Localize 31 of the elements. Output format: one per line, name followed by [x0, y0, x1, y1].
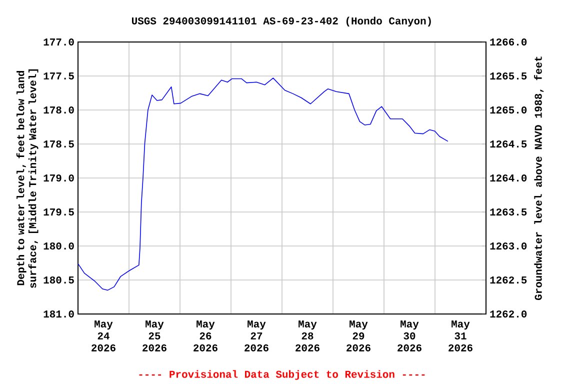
y-tick-label: 179.5	[44, 208, 74, 216]
x-tick-label: May 29 2026	[346, 320, 370, 352]
y-tick-label: 178.0	[44, 106, 74, 114]
y2-tick-label: 1266.0	[490, 38, 527, 46]
y2-tick-label: 1263.0	[490, 242, 527, 250]
y2-tick-label: 1263.5	[490, 208, 527, 216]
x-tick-label: May 24 2026	[92, 320, 116, 352]
y-tick-label: 181.0	[44, 310, 74, 318]
line-series	[78, 78, 448, 291]
y-tick-label: 177.0	[44, 38, 74, 46]
chart-title: USGS 294003099141101 AS-69-23-402 (Hondo Canyon)	[132, 16, 431, 27]
x-tick-label: May 31 2026	[448, 320, 472, 352]
x-tick-label: May 28 2026	[296, 320, 320, 352]
x-tick-label: May 25 2026	[142, 320, 166, 352]
y-tick-label: 180.5	[44, 276, 74, 284]
y-tick-label: 179.0	[44, 174, 74, 182]
y2-tick-label: 1265.0	[490, 106, 527, 114]
text: ---- Provisional Data Subject to Revision ----	[139, 370, 425, 380]
y2-tick-label: 1262.5	[490, 276, 527, 284]
x-tick-label: May 26 2026	[194, 320, 218, 352]
y-axis-title: Depth to water level, feet below land surface, [Middle Trinity Water level]	[16, 69, 38, 288]
y-tick-label: 180.0	[44, 242, 74, 250]
y2-axis-title: Groundwater level above NAVD 1988, feet	[534, 56, 544, 300]
y-tick-label: 177.5	[44, 72, 74, 80]
y2-tick-label: 1262.0	[490, 310, 527, 318]
y2-tick-label: 1264.0	[490, 174, 527, 182]
y2-tick-label: 1265.5	[490, 72, 527, 80]
x-tick-label: May 27 2026	[244, 320, 268, 352]
y2-tick-label: 1264.5	[490, 140, 527, 148]
y-tick-label: 178.5	[44, 140, 74, 148]
x-tick-label: May 30 2026	[398, 320, 422, 352]
